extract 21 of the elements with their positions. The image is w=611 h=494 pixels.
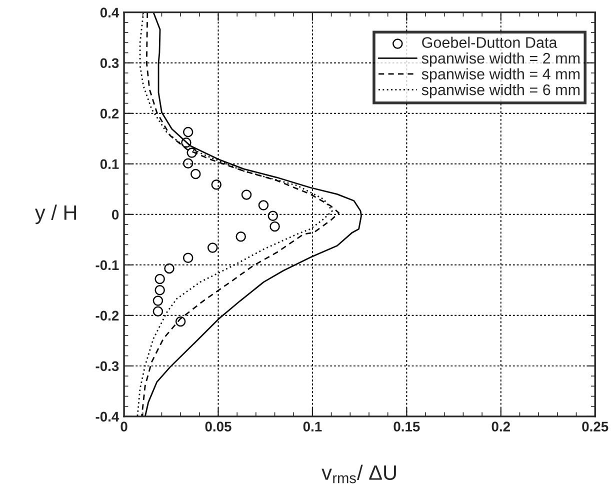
y-tick-label: -0.4 bbox=[96, 412, 120, 422]
y-tick-label: 0 bbox=[112, 210, 119, 220]
y-tick-label: 0.3 bbox=[100, 58, 119, 68]
y-tick-label: -0.3 bbox=[96, 361, 119, 372]
x-tick-label: 0.05 bbox=[205, 422, 232, 432]
legend-label: spanwise width = 4 mm bbox=[422, 68, 580, 82]
legend-label: spanwise width = 2 mm bbox=[422, 52, 580, 67]
x-tick-label: 0.1 bbox=[303, 422, 322, 432]
y-tick-label: -0.2 bbox=[96, 310, 119, 321]
y-tick-label: 0.1 bbox=[100, 159, 119, 170]
x-axis-title: v$_{rms}$/ ΔU bbox=[322, 464, 396, 484]
y-axis-title: y / H bbox=[34, 204, 76, 224]
legend-label: spanwise width = 6 mm bbox=[422, 84, 580, 98]
x-tick-label: 0.25 bbox=[582, 422, 608, 432]
x-tick-label: 0 bbox=[120, 422, 128, 432]
y-tick-label: 0.4 bbox=[100, 8, 120, 18]
x-tick-label: 0.15 bbox=[394, 422, 420, 432]
x-tick-label: 0.2 bbox=[492, 422, 510, 432]
legend-label: Goebel-Dutton Data bbox=[422, 36, 558, 48]
y-tick-label: -0.1 bbox=[96, 260, 119, 270]
y-tick-label: 0.2 bbox=[100, 108, 119, 119]
